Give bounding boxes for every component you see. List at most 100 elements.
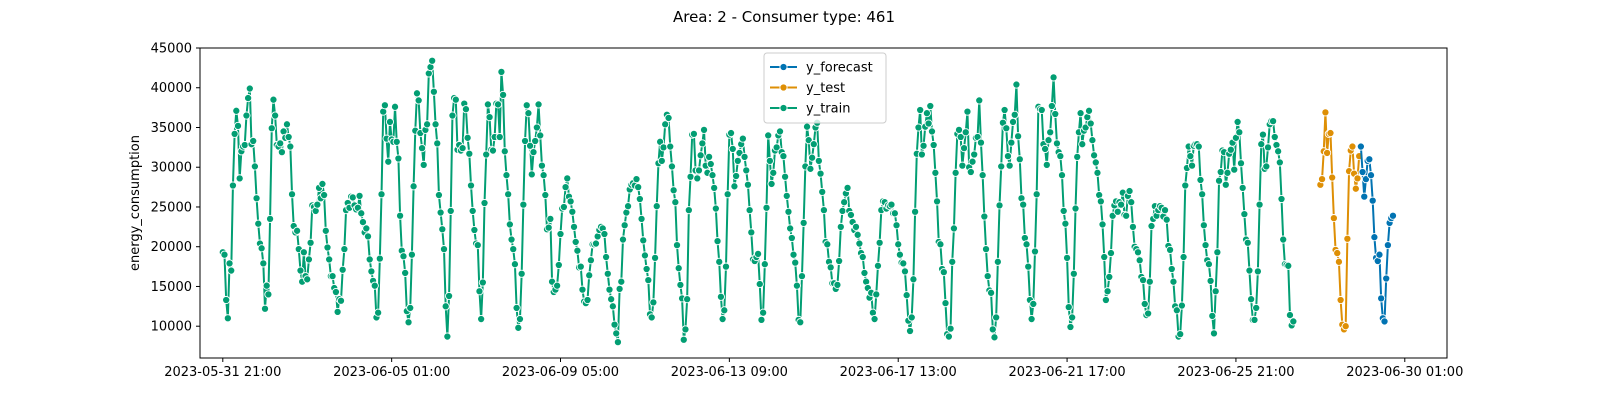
- data-point: [939, 268, 948, 277]
- data-point: [1318, 175, 1327, 184]
- data-point: [1206, 276, 1215, 285]
- data-point: [1270, 132, 1279, 142]
- data-point: [911, 207, 920, 216]
- data-point: [505, 220, 514, 229]
- data-point: [818, 187, 827, 196]
- data-point: [320, 190, 329, 200]
- data-point: [755, 280, 764, 289]
- data-point: [1042, 160, 1051, 169]
- data-point: [823, 240, 832, 249]
- data-point: [617, 277, 626, 286]
- data-point: [1341, 322, 1350, 331]
- data-point: [894, 240, 903, 249]
- legend: y_forecast y_test y_train: [763, 52, 887, 124]
- data-point: [651, 253, 660, 262]
- data-point: [976, 138, 986, 147]
- data-point: [377, 190, 386, 199]
- data-point: [720, 306, 729, 315]
- data-point: [1353, 174, 1362, 183]
- data-point: [618, 235, 628, 244]
- data-point: [1047, 101, 1056, 111]
- data-point: [602, 252, 611, 262]
- data-point: [607, 295, 616, 304]
- data-point: [1061, 219, 1070, 228]
- data-point: [586, 256, 595, 265]
- data-point: [873, 261, 883, 270]
- data-point: [639, 236, 648, 245]
- data-point: [363, 232, 373, 241]
- data-point: [1015, 155, 1024, 164]
- data-point: [1041, 144, 1050, 153]
- data-point: [960, 144, 969, 153]
- data-point: [374, 308, 383, 317]
- data-point: [946, 324, 955, 333]
- data-point: [527, 170, 536, 179]
- data-point: [401, 268, 410, 278]
- data-point: [1375, 250, 1384, 259]
- data-point: [608, 302, 617, 311]
- data-point: [706, 159, 715, 169]
- data-point: [791, 258, 800, 267]
- y-tick-label: 40000: [151, 81, 192, 96]
- data-point: [318, 179, 327, 188]
- x-tick-label: 2023-06-25 21:00: [1177, 365, 1294, 380]
- data-point: [674, 264, 683, 273]
- data-point: [1211, 287, 1220, 296]
- data-point: [895, 250, 904, 259]
- plot-frame: [199, 47, 1448, 359]
- data-point: [1069, 269, 1078, 278]
- data-point: [438, 225, 447, 234]
- data-point: [488, 146, 498, 155]
- data-point: [1056, 152, 1065, 161]
- data-point: [661, 120, 670, 129]
- data-point: [546, 214, 555, 223]
- data-point: [684, 206, 693, 215]
- data-point: [583, 295, 592, 305]
- data-point: [1100, 252, 1109, 262]
- data-point: [249, 136, 258, 146]
- data-point: [1274, 147, 1283, 156]
- data-point: [992, 313, 1001, 322]
- data-point: [1162, 215, 1171, 224]
- data-point: [1336, 295, 1345, 305]
- data-point: [502, 171, 511, 180]
- data-point: [642, 264, 651, 274]
- data-point: [1187, 161, 1197, 170]
- data-point: [1049, 73, 1058, 82]
- data-point: [394, 154, 403, 163]
- data-point: [711, 204, 720, 213]
- data-point: [781, 172, 790, 181]
- data-point: [723, 190, 732, 199]
- data-point: [799, 218, 808, 227]
- data-point: [814, 156, 823, 165]
- data-point: [282, 120, 292, 129]
- data-point: [809, 140, 818, 149]
- data-point: [1140, 299, 1149, 309]
- data-point: [951, 168, 960, 177]
- data-point: [715, 257, 724, 266]
- data-point: [610, 320, 619, 329]
- data-point: [1169, 277, 1178, 286]
- data-point: [1008, 117, 1018, 126]
- data-point: [710, 183, 719, 192]
- x-tick-label: 2023-06-21 17:00: [1008, 365, 1125, 380]
- data-point: [966, 167, 975, 177]
- data-point: [1257, 140, 1266, 149]
- data-point: [605, 285, 614, 294]
- data-point: [466, 181, 476, 190]
- data-point: [983, 272, 992, 281]
- data-point: [929, 140, 938, 150]
- data-point: [439, 245, 449, 254]
- data-point: [1208, 311, 1217, 320]
- data-point: [423, 120, 432, 129]
- data-point: [1128, 222, 1137, 231]
- data-point: [1277, 194, 1286, 204]
- data-point: [510, 260, 519, 269]
- series-y_train: [218, 56, 1298, 347]
- data-point: [1366, 171, 1376, 180]
- data-point: [745, 206, 754, 215]
- data-point: [1076, 109, 1085, 118]
- data-point: [1103, 287, 1112, 296]
- x-tick-label: 2023-06-09 05:00: [502, 365, 619, 380]
- data-point: [1230, 165, 1239, 174]
